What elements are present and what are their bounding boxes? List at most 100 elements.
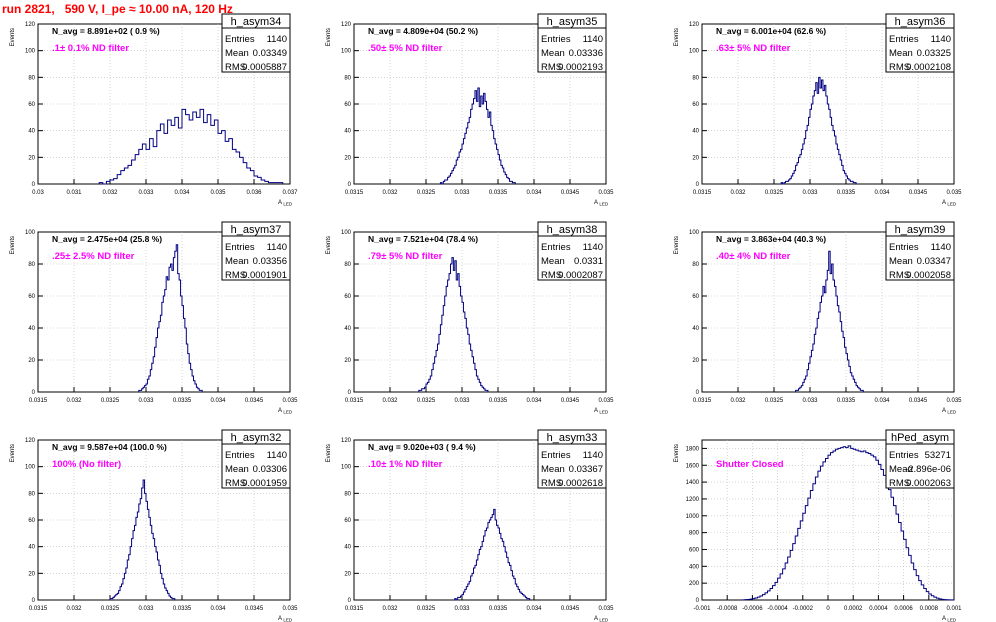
y-tick-label: 20	[28, 571, 35, 577]
stats-box: h_asym33 Entries 1140 Mean 0.03367 RMS0.00026…	[537, 429, 607, 489]
x-tick-label: 0.032	[382, 190, 398, 196]
y-tick-label: 0	[696, 390, 700, 396]
y-tick-label: 80	[28, 491, 35, 497]
histogram-name: hPed_asym	[891, 432, 949, 444]
histogram-line	[138, 244, 203, 392]
y-tick-label: 120	[341, 438, 352, 444]
x-tick-label: 0.0335	[489, 190, 508, 196]
x-tick-label: 0.0345	[561, 190, 580, 196]
stats-entries-value: 1140	[583, 450, 603, 461]
stats-box: h_asym32 Entries 1140 Mean 0.03306 RMS0.00019…	[221, 429, 291, 489]
y-tick-label: 80	[344, 262, 351, 268]
histogram-panel-h_asym34: 0.03 0.031 0.032 0.033 0.034 0.035 0.036 0.037 0…	[10, 13, 298, 207]
stats-mean-value: -2.896e-06	[905, 464, 951, 475]
y-tick-label: 0	[32, 390, 36, 396]
stats-entries-label: Entries	[889, 450, 919, 461]
x-tick-label: 0.0335	[837, 398, 856, 404]
x-tick-label: 0.034	[210, 606, 226, 612]
y-axis-label: Events	[674, 28, 680, 46]
y-axis-label: Events	[326, 444, 332, 462]
y-tick-label: 80	[344, 491, 351, 497]
x-tick-label: 0.032	[730, 398, 746, 404]
stats-entries-label: Entries	[225, 242, 255, 253]
navg-label: N_avg = 7.521e+04 (78.4 %)	[368, 234, 478, 244]
stats-entries-label: Entries	[541, 34, 571, 45]
y-tick-label: 40	[28, 545, 35, 551]
x-tick-label: 0.0335	[837, 190, 856, 196]
x-tick-label: 0.0345	[245, 398, 264, 404]
x-tick-label: 0.034	[526, 398, 542, 404]
x-tick-label: 0.0325	[101, 606, 120, 612]
stats-entries-value: 1140	[267, 34, 287, 45]
histogram-panel-h_asym38: 0.0315 0.032 0.0325 0.033 0.0335 0.034 0.0345 0…	[326, 221, 614, 415]
stats-rms-label: RMS	[889, 478, 910, 489]
y-tick-label: 20	[28, 155, 35, 161]
x-tick-label: 0.0315	[345, 398, 364, 404]
y-tick-label: 20	[344, 155, 351, 161]
stats-mean-label: Mean	[541, 48, 565, 59]
x-tick-label: -0.0002	[793, 606, 814, 612]
y-tick-label: 40	[28, 129, 35, 135]
x-tick-label: 0.033	[802, 398, 818, 404]
stats-rms-value: 0.0001959	[242, 478, 287, 489]
stats-entries-label: Entries	[541, 242, 571, 253]
x-tick-label: -0.0006	[742, 606, 763, 612]
x-tick-label: 0.0325	[765, 398, 784, 404]
y-tick-label: 120	[689, 22, 700, 28]
y-tick-label: 100	[689, 230, 700, 236]
x-tick-label: 0.034	[174, 190, 190, 196]
x-axis-label: A LED	[594, 408, 609, 415]
x-tick-label: -0.0008	[717, 606, 738, 612]
y-tick-label: 60	[344, 102, 351, 108]
navg-label: N_avg = 6.001e+04 (62.6 %)	[716, 26, 826, 36]
x-tick-label: 0.0002	[844, 606, 863, 612]
x-tick-label: 0.0325	[417, 606, 436, 612]
stats-mean-value: 0.03349	[253, 48, 287, 59]
filter-label: .50± 5% ND filter	[368, 43, 443, 54]
y-tick-label: 120	[25, 438, 36, 444]
x-tick-label: 0.0315	[29, 398, 48, 404]
y-tick-label: 60	[344, 518, 351, 524]
y-tick-label: 80	[344, 75, 351, 81]
x-tick-label: 0.033	[454, 398, 470, 404]
x-tick-label: 0.033	[138, 606, 154, 612]
y-tick-label: 40	[692, 326, 699, 332]
y-tick-label: 60	[28, 102, 35, 108]
x-tick-label: 0.036	[246, 190, 262, 196]
histogram-line	[795, 250, 864, 392]
stats-box: h_asym38 Entries 1140 Mean 0.0331 RMS0.000208…	[537, 221, 607, 281]
stats-entries-value: 1140	[583, 242, 603, 253]
histogram-panel-h_asym33: 0.0315 0.032 0.0325 0.033 0.0335 0.034 0.0345 0…	[326, 429, 614, 622]
x-tick-label: 0.034	[874, 190, 890, 196]
navg-label: N_avg = 8.891e+02 ( 0.9 %)	[52, 26, 160, 36]
filter-label: .40± 4% ND filter	[716, 251, 791, 262]
x-tick-label: 0.032	[66, 606, 82, 612]
y-axis-label: Events	[674, 444, 680, 462]
x-tick-label: 0.033	[138, 190, 154, 196]
stats-rms-label: RMS	[225, 270, 246, 281]
y-tick-label: 40	[344, 326, 351, 332]
y-tick-label: 1600	[686, 463, 700, 469]
stats-rms-value: 0.0002193	[558, 62, 603, 73]
histogram-line	[741, 445, 955, 601]
y-tick-label: 120	[25, 22, 36, 28]
stats-box: hPed_asym Entries 53271 Mean-2.896e-06 RMS0.…	[885, 429, 955, 489]
x-tick-label: -0.001	[693, 606, 711, 612]
y-tick-label: 400	[689, 564, 700, 570]
stats-rms-label: RMS	[541, 62, 562, 73]
stats-mean-label: Mean	[889, 48, 913, 59]
y-tick-label: 80	[692, 262, 699, 268]
y-tick-label: 20	[28, 358, 35, 364]
x-tick-label: 0.0345	[561, 606, 580, 612]
stats-entries-label: Entries	[541, 450, 571, 461]
stats-rms-label: RMS	[541, 270, 562, 281]
histogram-line	[439, 87, 516, 185]
stats-mean-label: Mean	[541, 256, 565, 267]
y-tick-label: 100	[341, 49, 352, 55]
x-tick-label: 0.0335	[173, 606, 192, 612]
x-tick-label: 0.0006	[894, 606, 913, 612]
y-tick-label: 1400	[686, 480, 700, 486]
histogram-line	[109, 479, 176, 600]
y-tick-label: 1800	[686, 446, 700, 452]
y-tick-label: 60	[692, 102, 699, 108]
